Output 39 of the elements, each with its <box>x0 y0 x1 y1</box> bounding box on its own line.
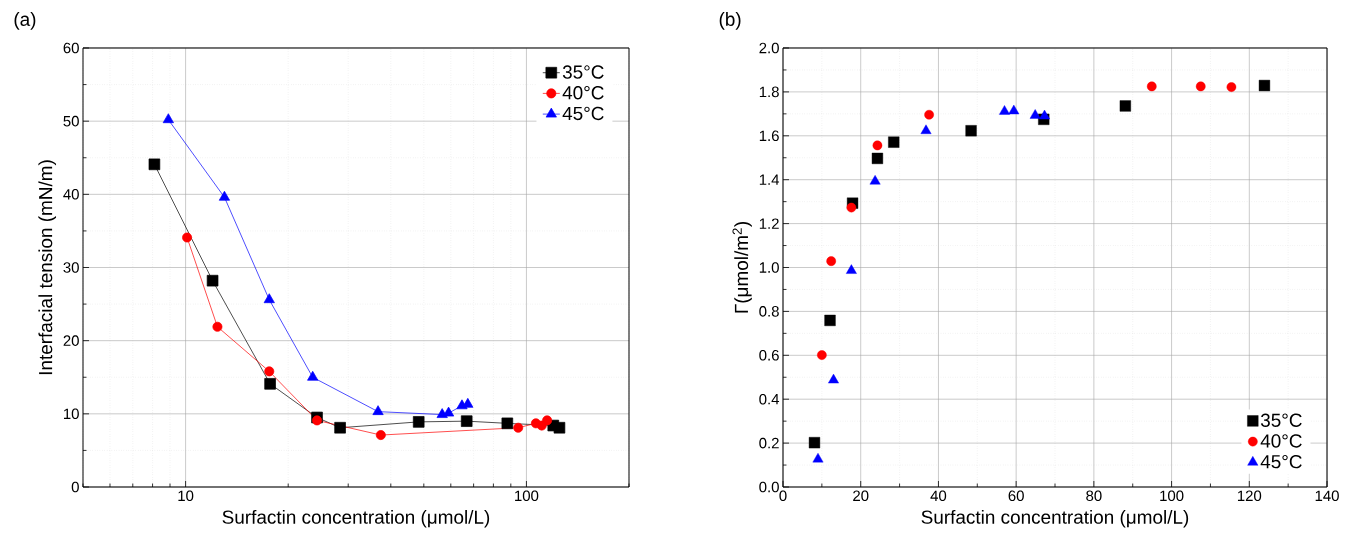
y-tick-label: 0.6 <box>759 350 779 361</box>
y-tick-label: 0 <box>71 481 79 493</box>
y-tick-label: 1.2 <box>759 218 779 229</box>
legend-label: 35°C <box>1260 413 1302 427</box>
x-tick-label: 100 <box>1160 490 1184 502</box>
legend-label: 40°C <box>1260 434 1302 448</box>
y-tick-label: 50 <box>63 115 79 127</box>
chart-title: (a) <box>14 12 36 30</box>
x-tick-label: 100 <box>515 490 539 502</box>
y-tick-label: 0.2 <box>759 437 779 449</box>
x-axis-title: Surfactin concentration (μmol/L) <box>222 509 490 528</box>
y-axis-title: Γ(μmol/m$^{2}$) <box>732 222 752 313</box>
y-tick-label: 1.8 <box>759 86 779 98</box>
y-tick-label: 20 <box>63 335 79 346</box>
legend-label: 40°C <box>562 86 604 100</box>
legend-label: 45°C <box>562 106 604 121</box>
y-tick-label: 1.4 <box>759 174 780 185</box>
x-tick-label: 140 <box>1315 490 1339 502</box>
legend-label: 45°C <box>1260 454 1302 469</box>
x-tick-label: 20 <box>853 490 869 502</box>
x-tick-label: 80 <box>1086 490 1102 502</box>
y-tick-label: 40 <box>63 189 79 200</box>
y-tick-label: 0.4 <box>759 393 780 405</box>
y-tick-label: 10 <box>64 408 79 420</box>
x-tick-label: 120 <box>1237 490 1262 502</box>
x-axis-title: Surfactin concentration (μmol/L) <box>921 509 1189 528</box>
x-tick-label: 60 <box>1008 490 1024 502</box>
y-tick-label: 1.6 <box>759 130 779 142</box>
y-tick-label: 30 <box>63 262 79 273</box>
x-tick-label: 40 <box>930 490 947 502</box>
y-axis-title: Interfacial tension (mN/m) <box>38 160 57 375</box>
x-tick-label: 10 <box>178 490 194 502</box>
y-tick-label: 0.8 <box>759 306 779 317</box>
y-tick-label: 60 <box>63 42 79 54</box>
chart-title: (b) <box>719 12 741 30</box>
y-tick-label: 1.0 <box>759 262 779 273</box>
y-tick-label: 0.0 <box>759 481 779 493</box>
y-tick-label: 2.0 <box>759 42 779 54</box>
legend-label: 35°C <box>562 65 604 79</box>
